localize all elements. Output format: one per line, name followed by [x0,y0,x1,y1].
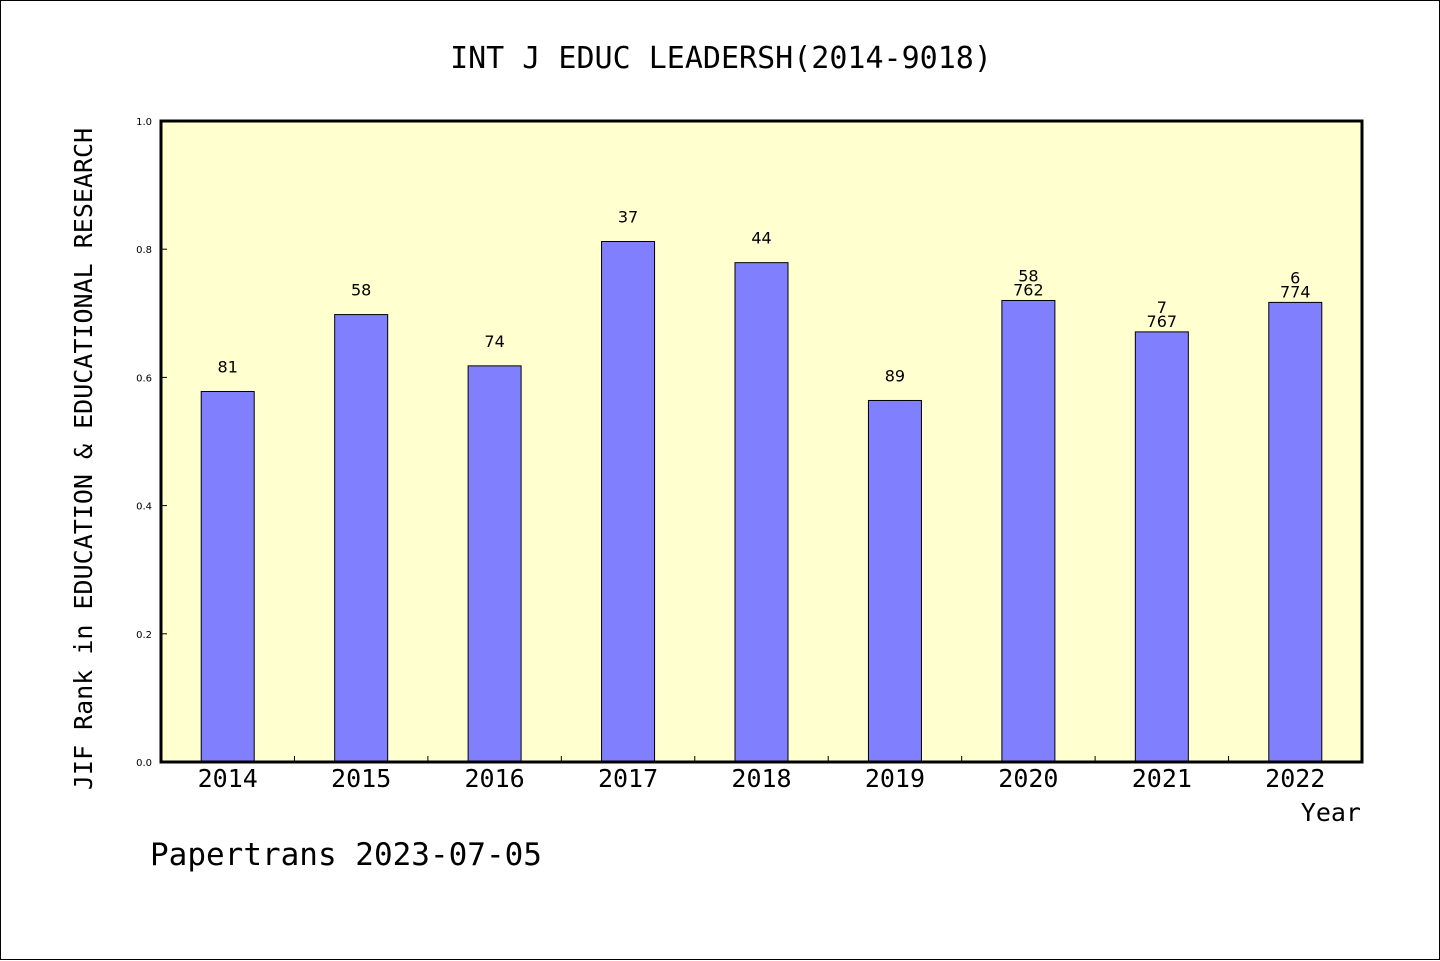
x-tick-label: 2019 [865,764,925,793]
y-tick-label: 0.6 [136,373,152,384]
x-tick-label: 2015 [331,764,391,793]
x-axis-label: Year [1301,798,1361,827]
x-tick-label: 2016 [465,764,525,793]
bar-data-label: 774 [1280,282,1311,301]
bar [200,391,255,763]
bar-data-label: 37 [618,208,638,227]
y-tick-label: 0.8 [136,245,152,256]
bar-data-label: 6 [1290,268,1300,287]
bar-data-label: 7 [1157,298,1167,317]
bar [734,262,789,763]
x-tick-label: 2017 [598,764,658,793]
x-tick-label: 2020 [998,764,1058,793]
bar-data-label: 89 [885,366,905,385]
bar-data-label: 44 [751,229,771,248]
bar [1001,299,1056,763]
y-tick-label: 1.0 [136,117,152,128]
x-tick-label: 2018 [731,764,791,793]
x-tick-label: 2022 [1265,764,1325,793]
y-tick-label: 0.0 [136,758,152,769]
plot-border [159,119,1364,764]
bar-data-label: 74 [484,332,504,351]
x-tick-label: 2021 [1132,764,1192,793]
y-tick-label: 0.4 [136,502,152,513]
bar [601,241,656,763]
bar-data-label: 762 [1013,280,1044,299]
y-tick-label: 0.2 [136,630,152,641]
chart-title: INT J EDUC LEADERSH(2014-9018) [450,41,992,76]
bar-data-label: 58 [351,281,371,300]
bar-data-label: 81 [218,358,238,377]
bar [467,365,522,763]
bar-group [200,241,1323,763]
x-tick-label: 2014 [198,764,258,793]
x-axis-ticks: 2014 2015 2016 2017 2018 2019 2020 2021 2022 [198,756,1325,793]
bar [1268,301,1323,763]
bar-data-label: 58 [1018,266,1038,285]
y-axis-label: JIF Rank in EDUCATION & EDUCATIONAL RESE… [69,128,98,790]
bar [867,399,922,763]
bar [1134,331,1189,763]
footer-credit: Papertrans 2023-07-05 [150,837,542,873]
bar [334,314,389,763]
bar-data-label: 767 [1147,312,1178,331]
